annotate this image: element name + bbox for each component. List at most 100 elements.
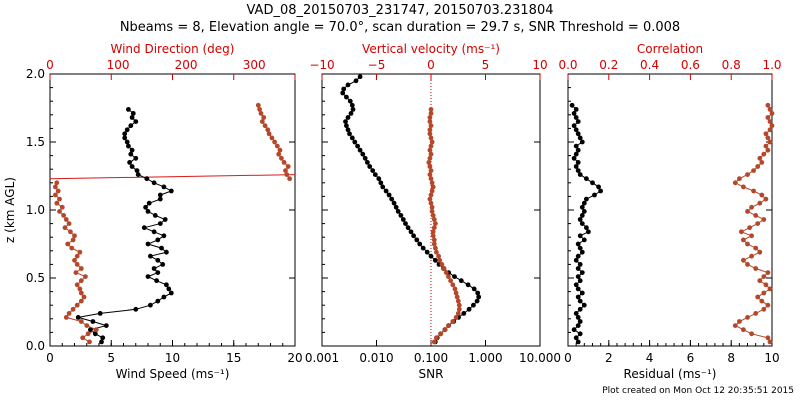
bottom-tick-label: 4: [646, 351, 654, 365]
black-series-point: [577, 245, 583, 251]
black-series-point: [579, 213, 585, 218]
black-series-point: [579, 221, 585, 227]
black-series-point: [343, 119, 348, 124]
red-series-point: [767, 127, 773, 133]
black-series-point: [100, 335, 106, 341]
red-series-point: [428, 176, 434, 182]
bottom-axis-title: SNR: [419, 367, 444, 381]
red-series-point: [765, 302, 771, 308]
red-series-point: [749, 233, 754, 239]
red-series-point: [429, 188, 435, 194]
black-series-point: [573, 164, 579, 169]
black-series-point: [575, 315, 581, 320]
black-series-point: [575, 266, 581, 271]
red-series-point: [732, 180, 738, 186]
red-series-point: [745, 241, 750, 247]
red-series-point: [277, 147, 283, 153]
red-series-point: [284, 172, 290, 178]
black-series-point: [345, 115, 351, 120]
red-series-point: [287, 176, 292, 182]
black-series-point: [383, 188, 389, 194]
red-series-point: [258, 111, 264, 116]
bottom-axis-title: Wind Speed (ms⁻¹): [116, 367, 230, 381]
red-series-point: [753, 213, 759, 218]
red-series-point: [61, 213, 66, 218]
red-series-point: [741, 184, 746, 190]
black-series-point: [575, 147, 581, 153]
red-series-point: [84, 323, 90, 328]
black-series-point: [168, 188, 174, 194]
black-series-point: [575, 253, 581, 259]
black-series-point: [122, 135, 128, 141]
red-series-point: [755, 164, 761, 169]
black-series-point: [157, 221, 163, 227]
red-series-point: [255, 102, 261, 108]
black-series-point: [577, 278, 583, 284]
bottom-tick-label: 0.010: [359, 351, 393, 365]
red-series-point: [757, 249, 763, 255]
black-series-point: [475, 290, 481, 296]
black-series-point: [573, 115, 579, 120]
top-tick-label: 0: [427, 58, 435, 72]
black-series-point: [148, 253, 153, 259]
black-series-point: [586, 229, 591, 235]
black-series-point: [157, 196, 163, 202]
red-series-point: [427, 155, 433, 161]
black-series-point: [157, 192, 163, 198]
red-series-point: [441, 266, 447, 271]
red-series-point: [78, 266, 84, 271]
black-series-point: [573, 335, 579, 341]
red-series-point: [767, 286, 773, 292]
black-series-point: [129, 164, 135, 169]
top-tick-label: 0.2: [599, 58, 618, 72]
black-series-point: [575, 160, 581, 165]
red-series-point: [63, 217, 69, 222]
red-series-point: [763, 131, 769, 137]
red-series-point: [87, 339, 92, 345]
black-series-point: [573, 311, 579, 316]
figure-subtitle: Nbeams = 8, Elevation angle = 70.0°, sca…: [119, 20, 681, 35]
black-series-point: [577, 319, 583, 324]
red-series-point: [753, 311, 759, 316]
black-series-point: [129, 115, 135, 120]
top-axis-title: Vertical velocity (ms⁻¹): [362, 42, 500, 56]
black-series-point: [575, 168, 581, 174]
black-series-point: [577, 331, 583, 337]
black-series-point: [420, 245, 426, 251]
red-series-point: [59, 204, 65, 210]
red-series-point: [428, 111, 434, 116]
black-series-point: [357, 147, 363, 153]
black-series-point: [571, 327, 577, 333]
red-series-point: [78, 319, 84, 324]
bottom-tick-label: 10.000: [519, 351, 561, 365]
red-series-point: [745, 262, 750, 267]
red-series-point: [763, 282, 769, 288]
red-series-line: [54, 182, 98, 343]
red-series-point: [431, 339, 437, 345]
y-tick-label: 1.5: [26, 135, 45, 149]
red-series-point: [74, 253, 80, 259]
red-series-point: [437, 257, 443, 263]
red-series-point: [426, 160, 432, 165]
black-series-point: [370, 168, 376, 174]
red-series-point: [430, 233, 436, 239]
top-tick-label: 0: [46, 58, 54, 72]
red-series-point: [53, 192, 58, 198]
red-series-point: [62, 225, 68, 231]
black-series-point: [145, 241, 151, 247]
red-series-point: [765, 147, 771, 153]
black-series-point: [135, 172, 141, 178]
plot-frame: [567, 73, 773, 347]
y-tick-label: 1.0: [26, 203, 45, 217]
black-series-point: [405, 225, 411, 231]
red-series-point: [757, 200, 763, 206]
red-series-point: [428, 151, 434, 157]
black-series-point: [584, 225, 589, 231]
black-series-point: [145, 274, 151, 279]
bottom-tick-label: 6: [687, 351, 695, 365]
black-series-point: [378, 180, 384, 186]
black-series-point: [349, 135, 355, 141]
black-series-point: [581, 302, 587, 308]
black-series-point: [584, 196, 589, 202]
